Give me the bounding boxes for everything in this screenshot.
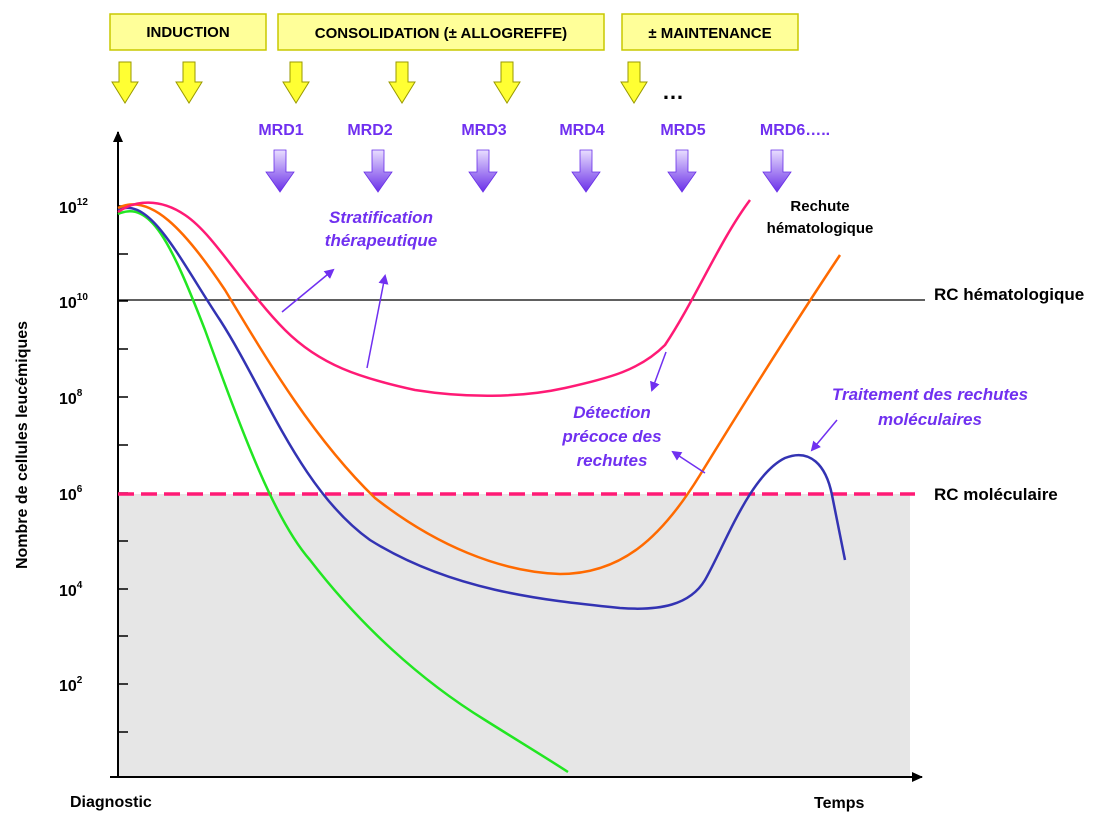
phase-maintenance: ± MAINTENANCE xyxy=(621,13,799,51)
treatment-arrow xyxy=(493,61,521,104)
mrd-arrow xyxy=(265,149,295,193)
phase-consolidation-label: CONSOLIDATION (± ALLOGREFFE) xyxy=(315,25,567,42)
mrd-arrow xyxy=(762,149,792,193)
treatment-arrow xyxy=(282,61,310,104)
relapse-note-line2: hématologique xyxy=(767,220,874,237)
y-tick-label: 102 xyxy=(59,675,83,695)
detect-arrow xyxy=(671,450,706,474)
hematologic-remission-label: RC hématologique xyxy=(934,285,1084,304)
mrd-label-1: MRD1 xyxy=(258,122,303,139)
strat-note-line2: thérapeutique xyxy=(325,231,437,250)
treatment-arrow xyxy=(388,61,416,104)
mrd-label-6: MRD6….. xyxy=(760,122,830,139)
curve-blue xyxy=(117,206,847,610)
relapse-note-line1: Rechute xyxy=(790,198,849,215)
mrd-arrow xyxy=(667,149,697,193)
curve-magenta xyxy=(117,199,752,398)
mrd-label-2: MRD2 xyxy=(347,122,392,139)
curve-green xyxy=(117,210,569,774)
mrd-arrow xyxy=(571,149,601,193)
strat-arrow xyxy=(366,274,389,369)
y-tick-label: 1010 xyxy=(59,292,88,312)
phase-maintenance-label: ± MAINTENANCE xyxy=(648,25,771,42)
annotation-arrows xyxy=(281,268,838,474)
mrd-label-4: MRD4 xyxy=(559,122,604,139)
treat-arrow xyxy=(810,419,838,452)
phase-induction-label: INDUCTION xyxy=(146,24,229,41)
y-tick-label: 104 xyxy=(59,580,83,600)
curve-orange xyxy=(117,203,842,576)
mrd-arrows xyxy=(265,149,792,193)
detect-note-line3: rechutes xyxy=(577,451,648,470)
treatment-arrow xyxy=(620,61,648,104)
detect-note-line1: Détection xyxy=(573,403,650,422)
x-axis-end-label: Temps xyxy=(814,795,864,812)
phase-consolidation: CONSOLIDATION (± ALLOGREFFE) xyxy=(277,13,605,51)
y-axis-title: Nombre de cellules leucémiques xyxy=(14,321,31,569)
y-tick-label: 1012 xyxy=(59,197,88,217)
strat-note-line1: Stratification xyxy=(329,208,433,227)
detect-arrow xyxy=(650,351,667,392)
continuation-ellipsis: … xyxy=(662,79,684,104)
detect-note-line2: précoce des xyxy=(561,427,661,446)
phase-induction: INDUCTION xyxy=(109,13,267,51)
y-tick-label: 108 xyxy=(59,388,83,408)
y-tick-label: 106 xyxy=(59,484,83,504)
treatment-arrows xyxy=(111,61,648,104)
mrd-arrow xyxy=(468,149,498,193)
treatment-arrow xyxy=(111,61,139,104)
treat-note-line1: Traitement des rechutes xyxy=(832,385,1028,404)
mrd-arrow xyxy=(363,149,393,193)
mrd-label-5: MRD5 xyxy=(660,122,705,139)
treatment-arrow xyxy=(175,61,203,104)
mrd-label-3: MRD3 xyxy=(461,122,506,139)
molecular-zone-shading xyxy=(118,494,910,777)
x-axis-start-label: Diagnostic xyxy=(70,794,152,811)
molecular-remission-label: RC moléculaire xyxy=(934,485,1058,504)
strat-arrow xyxy=(281,268,335,313)
treat-note-line2: moléculaires xyxy=(878,410,982,429)
